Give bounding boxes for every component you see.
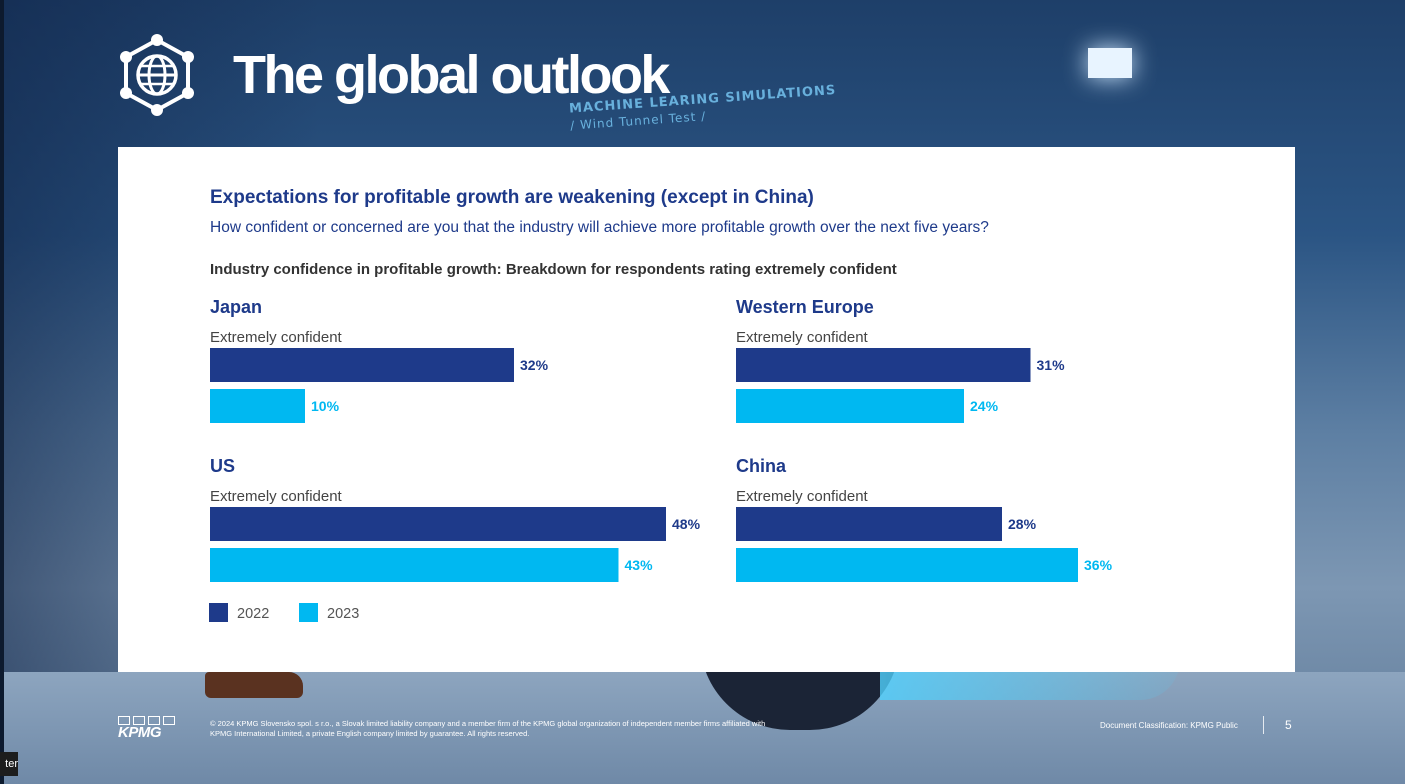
legend-swatch-2023 (299, 603, 318, 622)
region-title-western-europe: Western Europe (736, 297, 874, 317)
category-label-japan: Extremely confident (210, 329, 343, 346)
bar-us-2023 (210, 548, 619, 582)
region-title-japan: Japan (210, 297, 262, 317)
chart-title: Industry confidence in profitable growth… (210, 261, 897, 278)
bar-japan-2023 (210, 389, 305, 423)
kpmg-logo-text: KPMG (118, 724, 162, 741)
region-title-china: China (736, 456, 787, 476)
content-panel: Expectations for profitable growth are w… (118, 147, 1295, 672)
footer-divider (1263, 716, 1264, 734)
category-label-us: Extremely confident (210, 488, 343, 505)
bar-us-2022 (210, 507, 666, 541)
copyright-text: © 2024 KPMG Slovensko spol. s r.o., a Sl… (210, 719, 766, 738)
data-label-us-2022: 48% (672, 516, 701, 532)
background-ceiling-light (1088, 48, 1132, 78)
category-label-western-europe: Extremely confident (736, 329, 869, 346)
data-label-china-2022: 28% (1008, 516, 1037, 532)
bar-chart: Japan Extremely confident 32% 10% Western Eu… (209, 297, 1113, 622)
bar-china-2022 (736, 507, 1002, 541)
data-label-western-europe-2023: 24% (970, 398, 999, 414)
globe-network-icon (120, 34, 194, 116)
data-label-us-2023: 43% (625, 557, 654, 573)
category-label-china: Extremely confident (736, 488, 869, 505)
kpmg-logo: KPMG (118, 716, 176, 742)
bar-china-2023 (736, 548, 1078, 582)
chart-heading: Expectations for profitable growth are w… (210, 187, 814, 208)
data-label-china-2023: 36% (1084, 557, 1113, 573)
data-label-japan-2022: 32% (520, 357, 549, 373)
bar-japan-2022 (210, 348, 514, 382)
slide-title: The global outlook (233, 45, 670, 105)
kpmg-logo-boxes (118, 716, 176, 725)
background-shoe (205, 672, 303, 698)
data-label-western-europe-2022: 31% (1037, 357, 1066, 373)
survey-question: How confident or concerned are you that … (210, 219, 989, 236)
legend-label-2023: 2023 (327, 606, 359, 622)
legend-swatch-2022 (209, 603, 228, 622)
legend-label-2022: 2022 (237, 606, 269, 622)
bar-western-europe-2023 (736, 389, 964, 423)
document-classification: Document Classification: KPMG Public (1100, 721, 1238, 730)
window-edge (0, 0, 4, 784)
region-title-us: US (210, 456, 235, 476)
page-number: 5 (1285, 718, 1292, 732)
corner-tag: ter (0, 752, 18, 776)
data-label-japan-2023: 10% (311, 398, 340, 414)
bar-western-europe-2022 (736, 348, 1031, 382)
